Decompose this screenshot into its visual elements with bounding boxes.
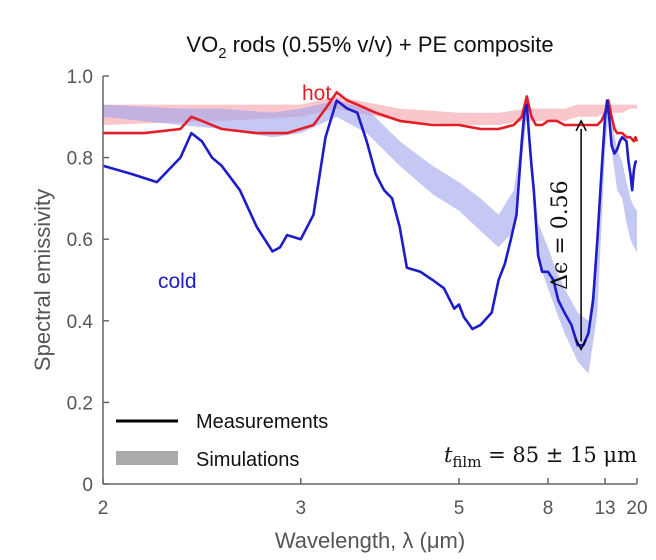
delta-arrow-head-top	[575, 119, 587, 132]
legend-label-measurements: Measurements	[196, 411, 328, 433]
film-sub: film	[452, 453, 481, 471]
x-tick-label: 2	[98, 498, 109, 519]
film-var: t	[444, 443, 453, 467]
cold-label: cold	[158, 270, 197, 293]
measurement-line-hot	[103, 91, 639, 143]
x-axis-label: Wavelength, λ (μm)	[275, 528, 465, 553]
y-tick-label: 0.8	[67, 149, 93, 170]
film-thickness-label: tfilm = 85 ± 15 μm	[444, 443, 637, 471]
film-value: = 85 ± 15 μm	[481, 443, 637, 467]
x-tick-label: 3	[295, 498, 306, 519]
delta-arrow-head-bottom	[575, 339, 587, 352]
y-tick-label: 0	[82, 475, 93, 496]
axis-ticks: 2 3 5 8 13 20 0 0.2 0.4 0.6 0.8 1.0	[67, 67, 648, 519]
title-post: rods (0.55% v/v) + PE composite	[227, 32, 554, 57]
delta-arrow	[575, 119, 587, 352]
delta-label: Δϵ = 0.56	[548, 180, 573, 290]
title-pre: VO	[186, 32, 218, 57]
y-tick-label: 0.6	[67, 230, 93, 251]
measurement-line-cold	[102, 99, 637, 347]
hot-label: hot	[302, 82, 331, 105]
legend-label-simulations: Simulations	[196, 449, 299, 471]
legend-swatch-simulations	[116, 451, 178, 465]
y-axis-label: Spectral emissivity	[30, 189, 55, 371]
legend: Measurements Simulations	[116, 411, 328, 471]
y-tick-label: 0.2	[67, 393, 93, 414]
x-tick-label: 20	[626, 498, 647, 519]
x-tick-label: 5	[454, 498, 465, 519]
y-tick-label: 0.4	[67, 312, 94, 333]
x-tick-label: 8	[543, 498, 554, 519]
x-tick-label: 13	[594, 498, 615, 519]
chart-title: VO2 rods (0.55% v/v) + PE composite	[186, 32, 553, 62]
measurement-lines	[102, 91, 639, 347]
title-sub: 2	[218, 45, 226, 62]
y-tick-label: 1.0	[67, 67, 93, 88]
